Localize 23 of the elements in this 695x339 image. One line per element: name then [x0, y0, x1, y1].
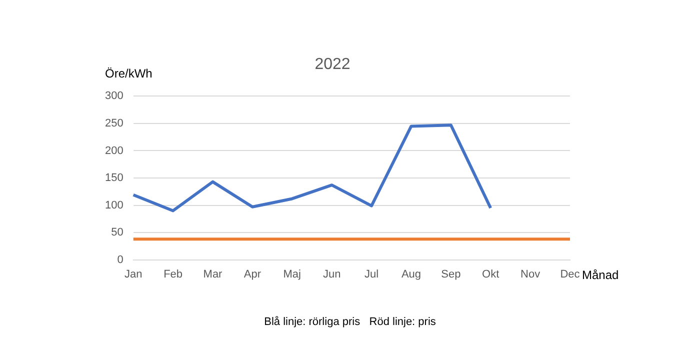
y-axis-title: Öre/kWh: [105, 66, 152, 81]
x-tick-label: Okt: [482, 268, 500, 280]
y-tick-label: 100: [104, 199, 124, 212]
x-tick-label: Apr: [244, 268, 262, 280]
x-tick-label: Mar: [203, 268, 223, 280]
x-tick-label: Feb: [164, 268, 183, 280]
y-tick-label: 250: [104, 118, 124, 130]
y-tick-label: 200: [104, 144, 124, 157]
x-tick-label: Jul: [364, 268, 379, 280]
text: Blå linje: rörliga pris Röd linje: pris: [264, 316, 436, 328]
x-tick-label: Maj: [283, 268, 301, 280]
x-axis-title: Månad: [582, 268, 619, 282]
y-tick-label: 150: [104, 172, 124, 184]
x-tick-label: Jan: [124, 268, 142, 280]
y-tick-label: 0: [117, 254, 124, 266]
x-tick-label: Sep: [441, 268, 461, 280]
x-tick-label: Aug: [401, 268, 422, 280]
chart-title: 2022: [314, 56, 350, 74]
x-tick-label: Dec: [560, 268, 580, 280]
x-tick-label: Nov: [520, 268, 541, 280]
y-tick-label: 300: [104, 90, 124, 102]
y-tick-label: 50: [111, 226, 124, 239]
x-tick-label: Jun: [322, 268, 341, 280]
